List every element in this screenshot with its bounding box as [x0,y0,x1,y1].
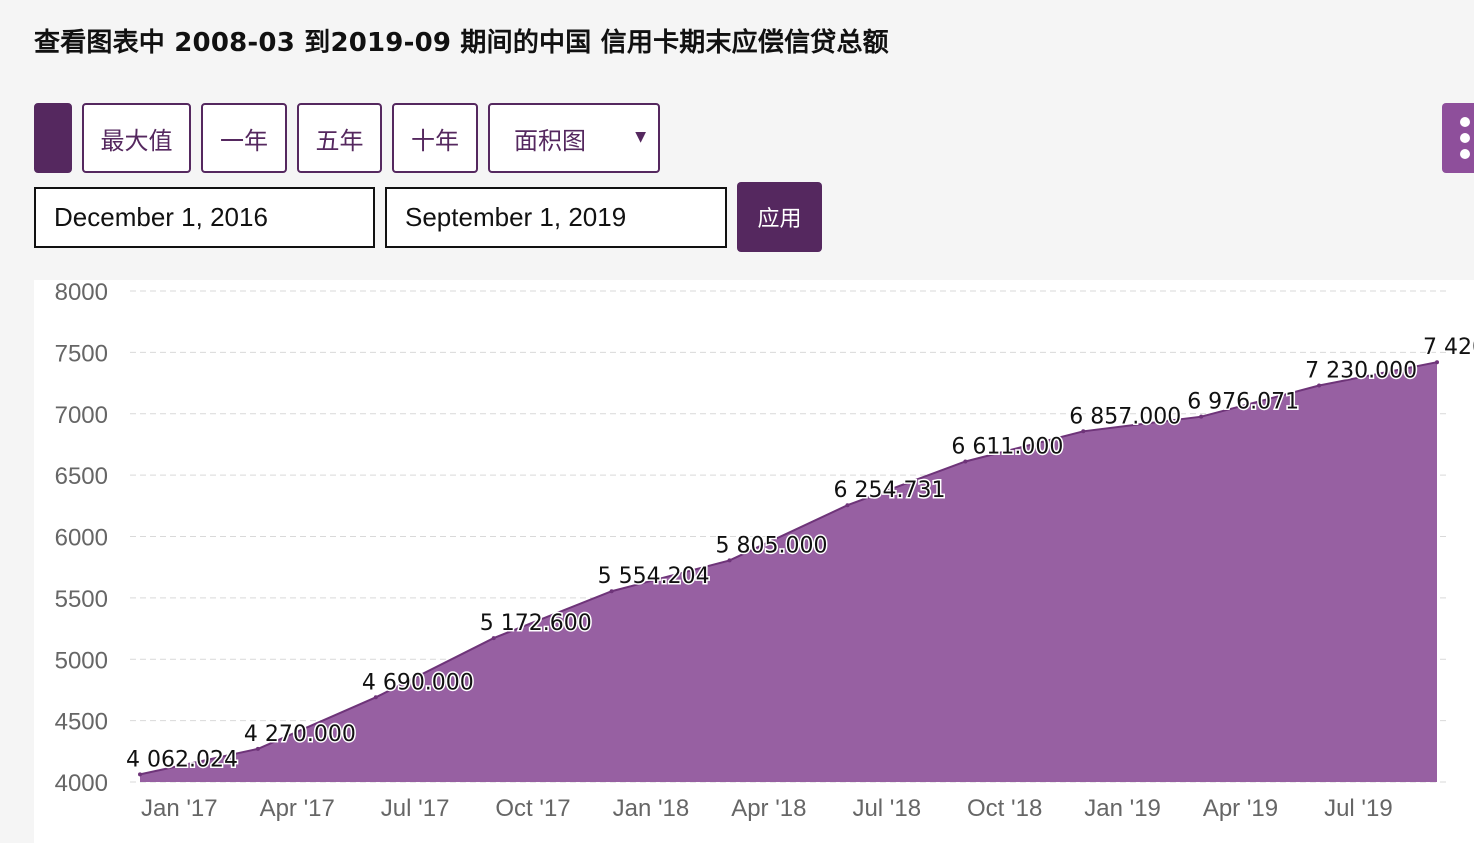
range-1y-button[interactable]: 一年 [201,103,287,173]
x-tick-label: Jan '17 [141,795,218,822]
data-label: 5 554.204 [598,564,710,589]
area-fill [140,362,1437,782]
data-point[interactable] [1435,360,1439,365]
y-tick-label: 6000 [55,525,108,552]
data-label: 4 270.000 [244,722,356,747]
range-max-button[interactable]: 最大值 [82,103,191,173]
y-tick-label: 8000 [55,280,108,306]
y-tick-label: 4000 [55,770,108,797]
data-label: 6 976.071 [1187,390,1299,415]
data-point[interactable] [255,746,260,751]
data-label: 6 857.000 [1069,404,1181,429]
y-tick-label: 6500 [55,463,108,490]
data-point[interactable] [1317,383,1322,388]
area-chart: 4000 4500 5000 5500 6000 6500 7000 7500 8000 4 06… [55,280,1474,822]
data-point[interactable] [845,503,850,508]
range-10y-button[interactable]: 十年 [392,103,478,173]
toolbar-toggle-button[interactable] [34,103,72,173]
more-menu-button[interactable] [1442,103,1474,173]
data-label: 4 062.024 [126,747,238,772]
range-5y-button[interactable]: 五年 [297,103,382,173]
more-dots-icon [1460,149,1470,159]
x-tick-label: Oct '17 [495,795,570,822]
y-tick-label: 7500 [55,340,108,367]
data-label: 6 254.731 [833,478,945,503]
data-point[interactable] [609,589,614,594]
x-tick-label: Apr '17 [260,795,335,822]
data-label: 5 805.000 [716,533,828,558]
data-point[interactable] [491,636,496,641]
y-tick-label: 5000 [55,647,108,674]
data-label: 6 611.000 [951,434,1063,459]
data-label: 7 420.000 [1423,335,1474,360]
chart-type-select[interactable]: 面积图 ▼ [488,103,660,173]
end-date-input[interactable]: September 1, 2019 [385,187,727,248]
data-point[interactable] [727,558,732,563]
data-label: 4 690.000 [362,670,474,695]
start-date-input[interactable]: December 1, 2016 [34,187,375,248]
data-point[interactable] [373,695,378,700]
data-point[interactable] [963,459,968,464]
y-tick-label: 7000 [55,402,108,429]
data-label: 7 230.000 [1305,359,1417,384]
x-tick-label: Jul '18 [852,795,921,822]
chevron-down-icon: ▼ [635,129,646,145]
data-point[interactable] [138,772,142,777]
apply-button[interactable]: 应用 [737,182,822,252]
x-tick-label: Jul '19 [1324,795,1393,822]
y-tick-label: 5500 [55,586,108,613]
y-tick-label: 4500 [55,709,108,736]
data-point[interactable] [1199,414,1204,419]
more-dots-icon [1460,117,1470,127]
series-line [139,361,1438,776]
x-tick-label: Oct '18 [967,795,1042,822]
chart-type-selected: 面积图 [514,126,586,155]
x-tick-label: Apr '19 [1203,795,1278,822]
x-tick-label: Jul '17 [381,795,450,822]
data-label: 5 172.600 [480,611,592,636]
x-tick-label: Jan '19 [1084,795,1161,822]
x-tick-label: Jan '18 [613,795,690,822]
x-tick-label: Apr '18 [731,795,806,822]
page-title: 查看图表中 2008-03 到2019-09 期间的中国 信用卡期末应偿信贷总额 [34,28,889,58]
more-dots-icon [1460,133,1470,143]
chart-area: 4000 4500 5000 5500 6000 6500 7000 7500 8000 4 06… [34,280,1474,843]
data-point[interactable] [1081,429,1086,434]
